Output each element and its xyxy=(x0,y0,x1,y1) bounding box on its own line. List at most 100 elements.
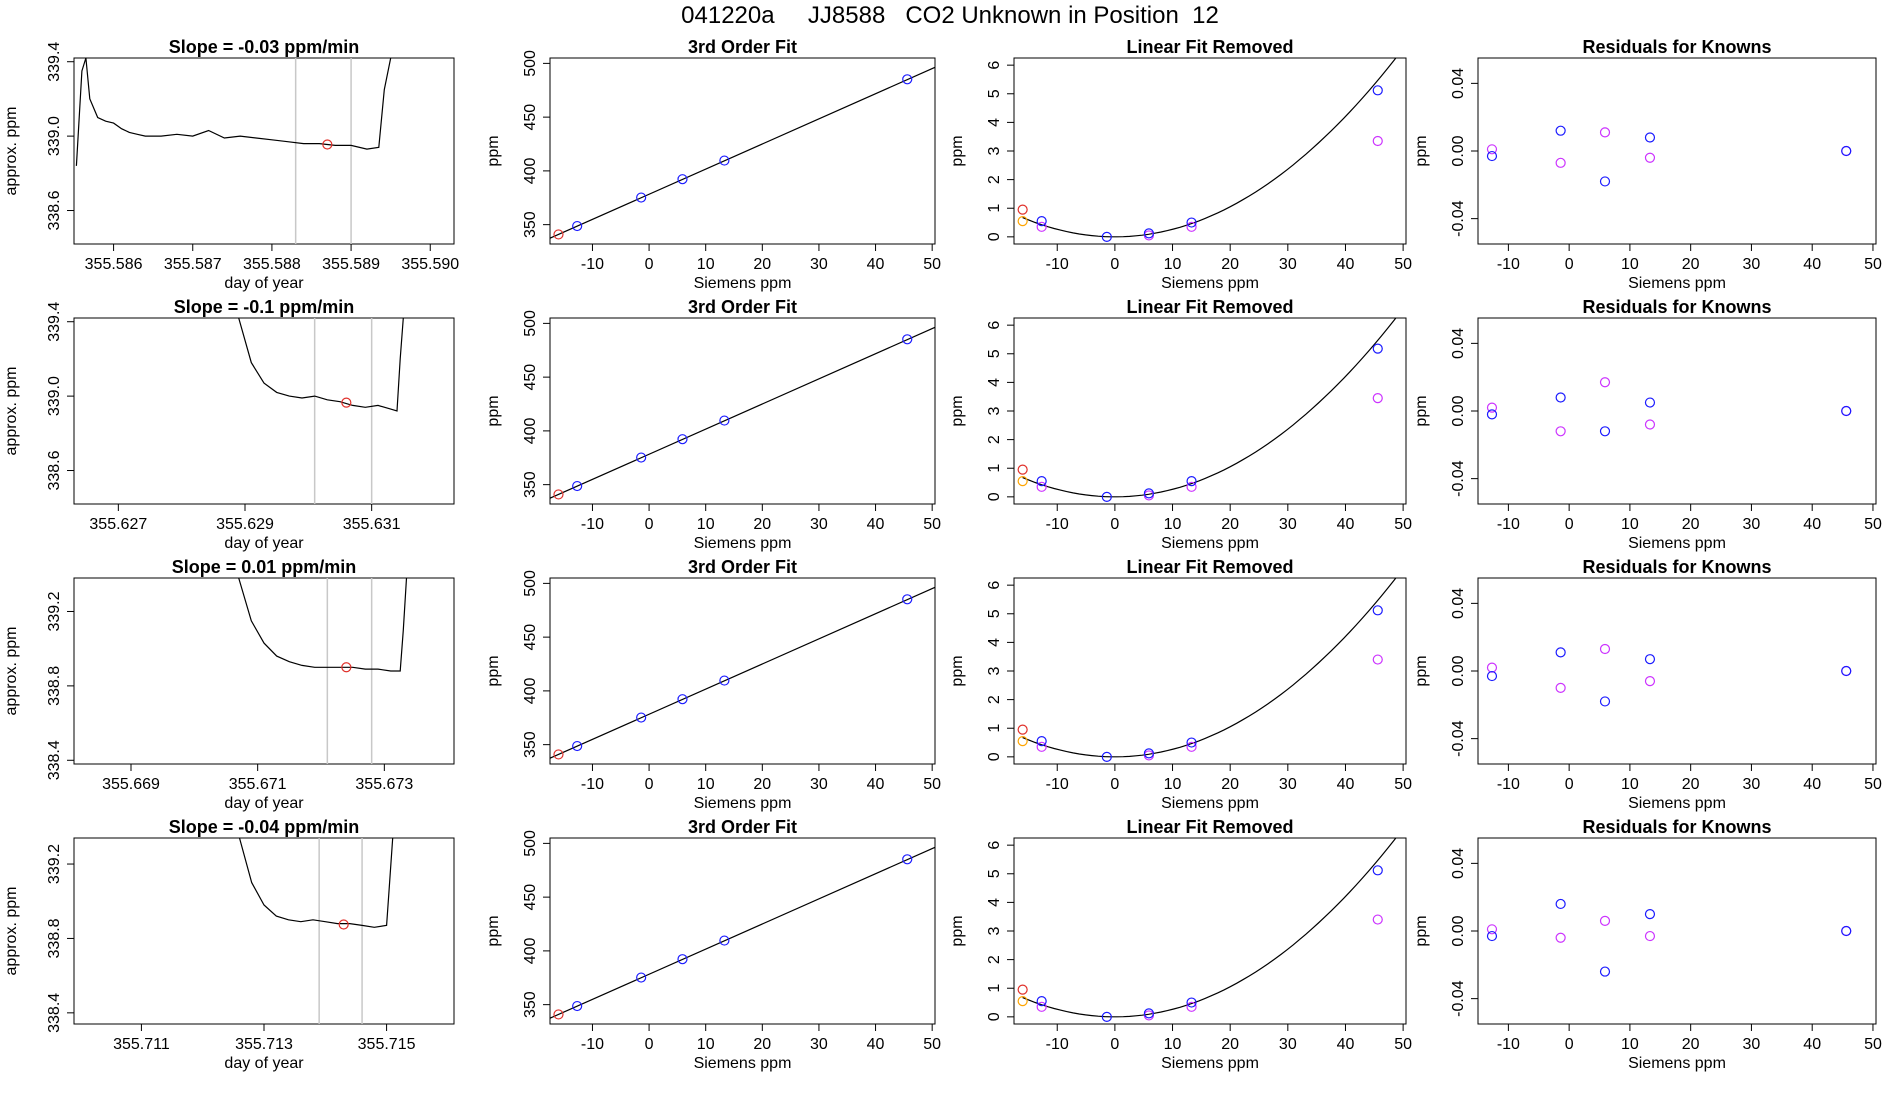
plot-frame xyxy=(73,577,455,765)
panel-title: Residuals for Knowns xyxy=(1582,557,1771,577)
known-point-alt xyxy=(1186,1001,1197,1012)
known-point xyxy=(1555,125,1566,136)
x-tick-label: 40 xyxy=(1337,1036,1355,1053)
panel-7: 3rd Order Fit Siemens ppm ppm -10 0 10 20 30 40 5… xyxy=(485,557,941,812)
y-tick-label: 3 xyxy=(986,406,1003,415)
co2-trace xyxy=(75,58,392,166)
y-tick-label: 0 xyxy=(986,232,1003,241)
mean-point xyxy=(341,397,352,408)
known-point xyxy=(1841,145,1852,157)
y-axis-label: ppm xyxy=(1413,395,1430,426)
y-tick-label: -0.04 xyxy=(1450,460,1467,497)
x-tick-label: 40 xyxy=(867,516,885,533)
x-tick-label: 40 xyxy=(1803,776,1821,793)
known-point xyxy=(902,854,913,865)
y-axis-label: ppm xyxy=(485,135,502,166)
x-tick-label: 0 xyxy=(1110,256,1119,273)
x-tick-label: 10 xyxy=(697,1036,715,1053)
x-tick-label: 30 xyxy=(810,256,828,273)
y-tick-label: 350 xyxy=(522,731,539,758)
y-tick-label: 338.6 xyxy=(46,190,63,230)
y-tick-label: 338.4 xyxy=(46,740,63,780)
x-tick-label: 40 xyxy=(1337,776,1355,793)
panel-title: Linear Fit Removed xyxy=(1126,817,1293,837)
x-tick-label: -10 xyxy=(581,1036,604,1053)
panel-1: Slope = -0.03 ppm/min day of year approx. … xyxy=(3,37,459,292)
plot-frame xyxy=(1477,577,1877,765)
known-point xyxy=(1036,736,1047,747)
known-point-alt xyxy=(1599,127,1611,138)
x-tick-label: 50 xyxy=(923,256,941,273)
known-point xyxy=(1599,426,1611,437)
x-tick-label: 10 xyxy=(1621,256,1639,273)
known-point-alt xyxy=(1372,393,1383,404)
x-tick-label: 20 xyxy=(753,776,771,793)
fit-line xyxy=(550,326,935,499)
x-tick-label: 355.590 xyxy=(401,256,459,273)
x-tick-label: 10 xyxy=(1621,1036,1639,1053)
y-tick-label: 500 xyxy=(522,50,539,77)
known-point xyxy=(1372,865,1383,876)
panel-2: Slope = -0.1 ppm/min day of year approx. p… xyxy=(3,297,455,552)
known-point xyxy=(1644,908,1656,920)
unknown-point xyxy=(553,229,564,240)
panel-13: Residuals for Knowns Siemens ppm ppm -10 0 10… xyxy=(1413,37,1882,292)
co2-trace xyxy=(238,838,394,928)
known-point xyxy=(902,594,913,605)
plot-area xyxy=(238,838,394,1024)
mean-point xyxy=(341,662,352,673)
y-tick-label: 500 xyxy=(522,570,539,597)
known-point-alt xyxy=(1555,157,1566,168)
plot-frame xyxy=(1477,837,1877,1025)
x-tick-label: 50 xyxy=(1394,516,1412,533)
plot-area xyxy=(75,58,392,244)
x-tick-label: 40 xyxy=(1803,1036,1821,1053)
fit-curve xyxy=(1022,58,1397,238)
fit-curve xyxy=(1022,318,1397,498)
known-point xyxy=(1486,930,1498,942)
y-tick-label: 0.00 xyxy=(1450,395,1467,426)
known-point xyxy=(1599,696,1611,707)
known-point xyxy=(1555,647,1566,658)
x-tick-label: 50 xyxy=(1864,776,1882,793)
y-axis-label: approx. ppm xyxy=(3,367,20,456)
y-axis-label: ppm xyxy=(949,915,966,946)
known-point xyxy=(1101,1011,1112,1022)
x-tick-label: 10 xyxy=(1621,516,1639,533)
x-tick-label: 30 xyxy=(810,1036,828,1053)
plot-frame xyxy=(73,837,455,1025)
x-tick-label: -10 xyxy=(1497,1036,1520,1053)
panel-15: Residuals for Knowns Siemens ppm ppm -10 0 10… xyxy=(1413,557,1882,812)
x-tick-label: 50 xyxy=(1864,516,1882,533)
x-tick-label: 0 xyxy=(1110,516,1119,533)
y-tick-label: 339.0 xyxy=(46,116,63,156)
y-tick-label: 2 xyxy=(986,695,1003,704)
known-point xyxy=(1486,150,1498,162)
y-tick-label: 0.04 xyxy=(1450,328,1467,359)
x-tick-label: 30 xyxy=(1279,516,1297,533)
known-point-alt xyxy=(1186,481,1197,492)
panel-title: Slope = -0.1 ppm/min xyxy=(174,297,355,317)
y-tick-label: 1 xyxy=(986,984,1003,993)
x-tick-label: 40 xyxy=(1337,256,1355,273)
y-tick-label: 6 xyxy=(986,841,1003,850)
x-tick-label: 355.673 xyxy=(355,776,413,793)
y-tick-label: 350 xyxy=(522,471,539,498)
x-tick-label: 40 xyxy=(867,256,885,273)
y-tick-label: 400 xyxy=(522,417,539,444)
y-tick-label: 6 xyxy=(986,61,1003,70)
x-tick-label: 30 xyxy=(1743,256,1761,273)
x-tick-label: 355.629 xyxy=(216,516,274,533)
panel-title: Slope = -0.03 ppm/min xyxy=(169,37,360,57)
x-tick-label: 20 xyxy=(1682,1036,1700,1053)
plot-frame xyxy=(73,317,455,505)
panel-title: 3rd Order Fit xyxy=(688,297,797,317)
y-tick-label: 0.00 xyxy=(1450,915,1467,946)
known-point xyxy=(719,935,730,946)
known-point xyxy=(1186,997,1197,1008)
panel-title: 3rd Order Fit xyxy=(688,37,797,57)
y-tick-label: 338.6 xyxy=(46,450,63,490)
x-tick-label: 355.588 xyxy=(243,256,301,273)
x-axis-label: Siemens ppm xyxy=(1628,275,1726,292)
